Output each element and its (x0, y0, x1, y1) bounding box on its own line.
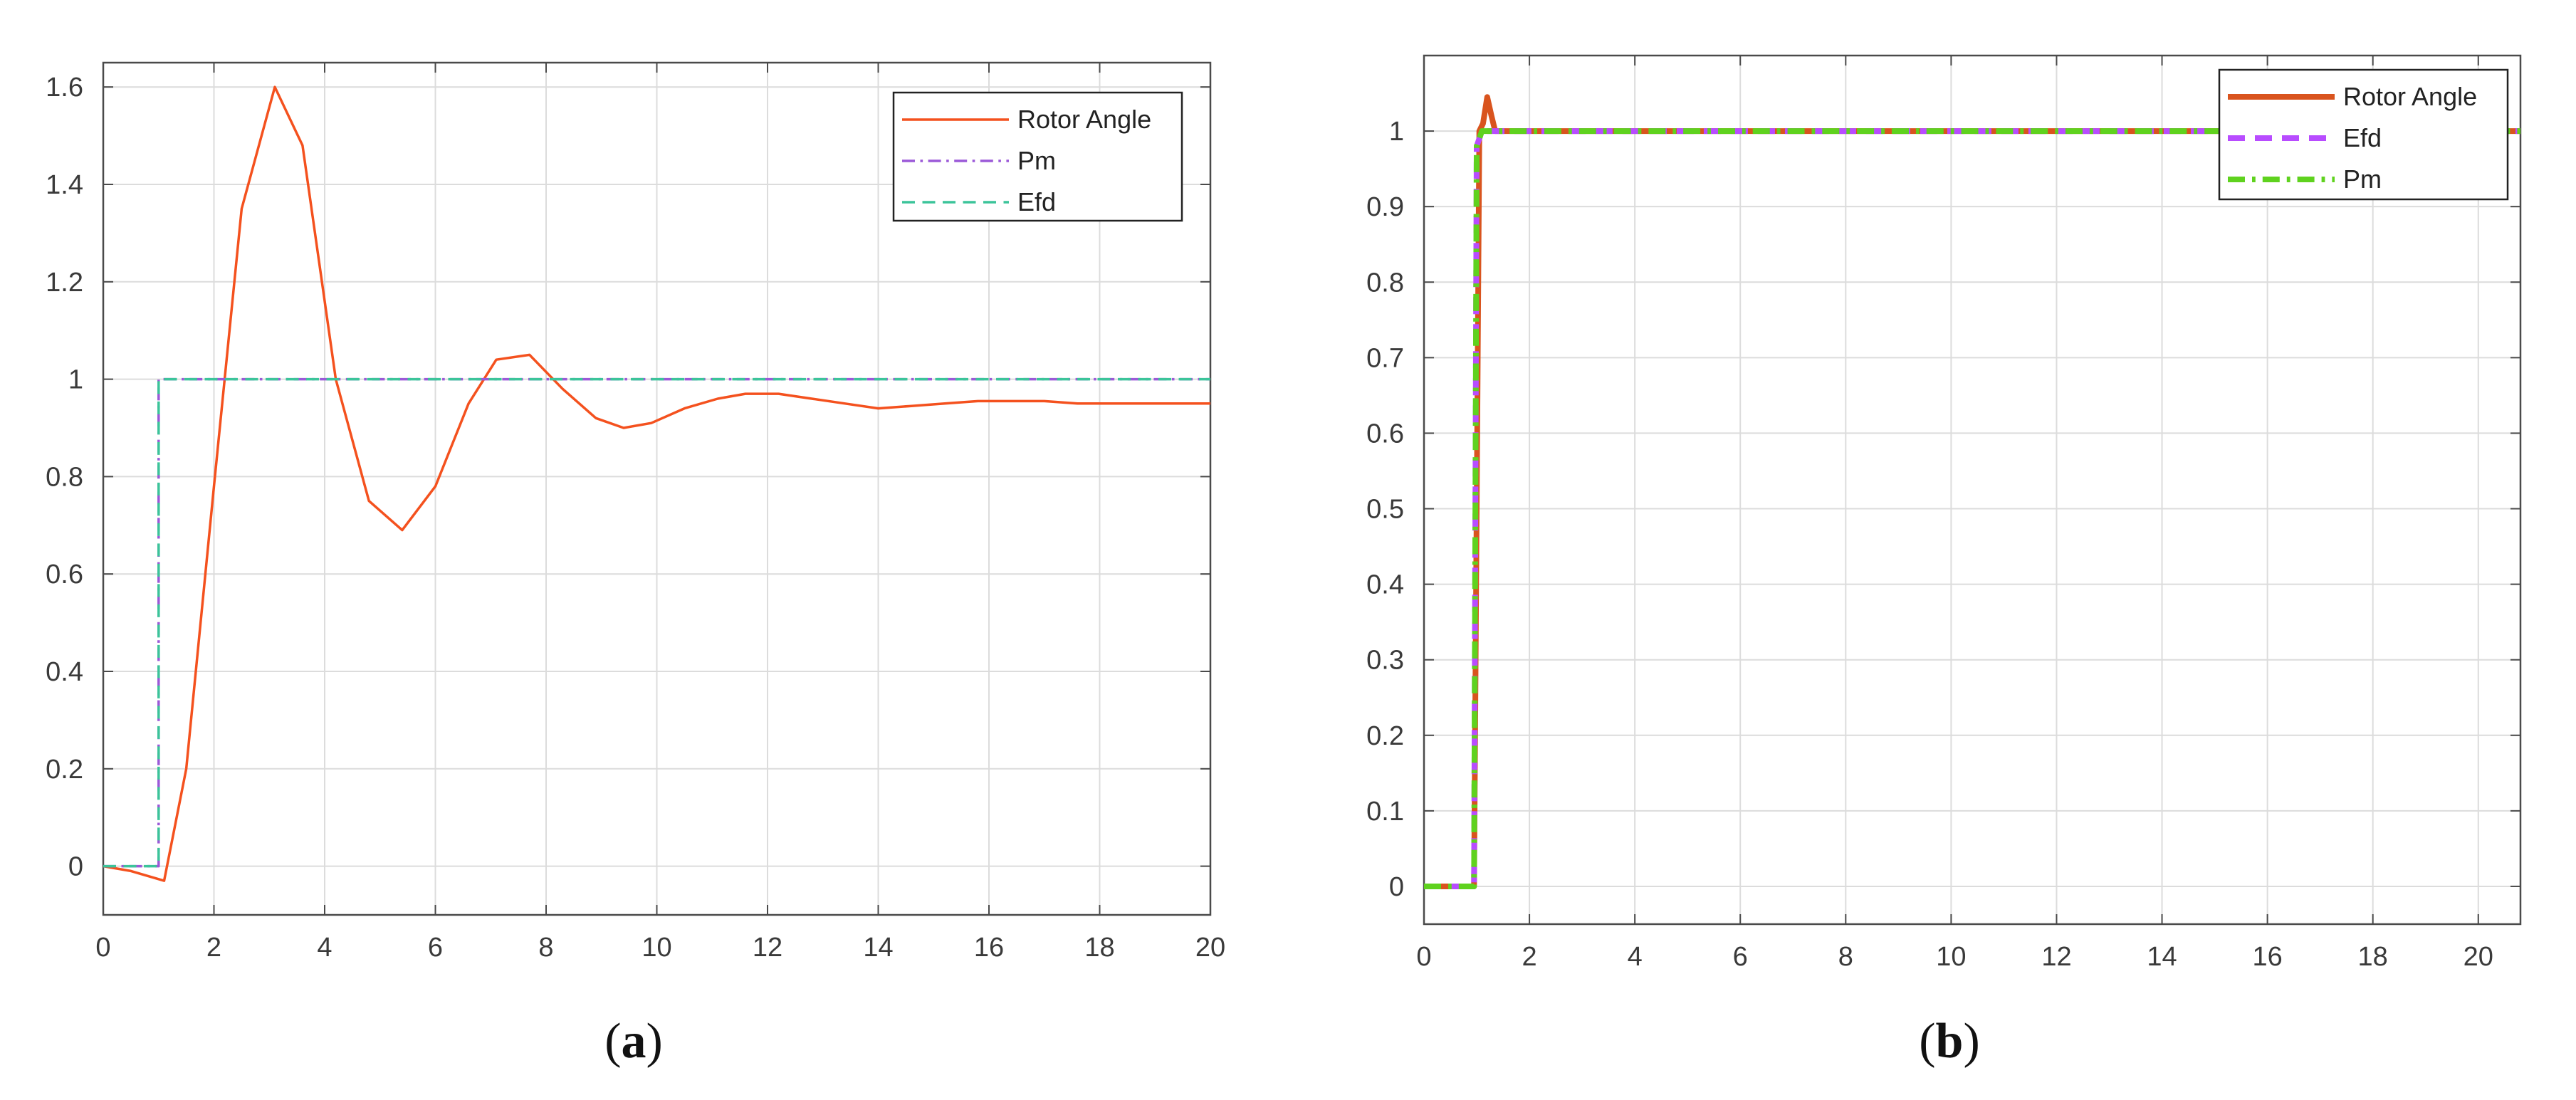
y-tick-label: 0.8 (1366, 268, 1404, 298)
caption-paren-open: ( (604, 1014, 621, 1069)
y-tick-label: 0.3 (1366, 646, 1404, 676)
x-tick-label: 8 (538, 933, 553, 963)
y-tick-label: 0.1 (1366, 797, 1404, 827)
x-tick-label: 6 (428, 933, 443, 963)
legend-label: Rotor Angle (1017, 105, 1151, 134)
x-tick-label: 8 (1838, 942, 1853, 972)
caption-paren-close: ) (1963, 1014, 1979, 1069)
caption-letter: a (622, 1014, 646, 1069)
y-tick-label: 0.4 (1366, 570, 1404, 600)
y-tick-label: 0.2 (1366, 721, 1404, 751)
y-tick-label: 0.5 (1366, 495, 1404, 525)
axes-box (102, 61, 1212, 916)
chart-a: 0 2 4 6 8 10 12 14 16 18 20 0 0.2 0.4 0.6 0.8 1 1.2 1.4 1.6… (46, 61, 1225, 1069)
x-tick-label: 0 (95, 933, 110, 963)
legend-label: Rotor Angle (2343, 82, 2477, 111)
legend: Rotor Angle Efd Pm (2218, 68, 2509, 201)
legend: Rotor Angle Pm Efd (892, 91, 1183, 222)
y-tick-label: 1.2 (46, 268, 83, 298)
x-tick-label: 16 (2252, 942, 2282, 972)
x-tick-label: 6 (1733, 942, 1748, 972)
y-tick-label: 0.6 (1366, 419, 1404, 449)
legend-box (892, 91, 1183, 222)
legend-label: Efd (1017, 187, 1056, 216)
y-tick-label: 1 (68, 365, 83, 395)
y-tick-label: 0.8 (46, 462, 83, 492)
plot-area (1424, 56, 2520, 924)
x-tick-label: 18 (1084, 933, 1114, 963)
y-tick-label: 0.7 (1366, 343, 1404, 373)
y-tick-label: 0.6 (46, 560, 83, 590)
y-tick-label: 0.9 (1366, 192, 1404, 222)
x-tick-label: 18 (2358, 942, 2388, 972)
legend-label: Pm (2343, 164, 2382, 194)
x-tick-label: 16 (974, 933, 1004, 963)
y-tick-label: 0.2 (46, 755, 83, 785)
caption-paren-close: ) (646, 1014, 663, 1069)
x-tick-label: 2 (206, 933, 221, 963)
series-line-rotor-angle (103, 85, 1210, 882)
x-tick-label: 4 (317, 933, 332, 963)
x-tick-label: 4 (1628, 942, 1643, 972)
legend-label: Pm (1017, 146, 1056, 175)
x-tick-label: 14 (863, 933, 893, 963)
x-tick-label: 12 (2041, 942, 2071, 972)
series-line-efd (103, 377, 1210, 868)
x-tick-label: 14 (2147, 942, 2177, 972)
y-tick-label: 0 (68, 852, 83, 882)
caption-paren-open: ( (1919, 1014, 1935, 1069)
series-line-pm (1424, 128, 2520, 889)
figure-caption: (b) (1919, 1014, 1980, 1069)
x-tick-label: 20 (1195, 933, 1225, 963)
x-tick-label: 10 (642, 933, 671, 963)
x-tick-label: 2 (1522, 942, 1537, 972)
axes-box (1423, 54, 2522, 926)
x-tick-label: 20 (2464, 942, 2493, 972)
y-tick-label: 1.6 (46, 73, 83, 103)
y-tick-label: 0 (1389, 872, 1404, 902)
y-tick-label: 0.4 (46, 657, 83, 687)
figure-caption: (a) (604, 1014, 663, 1069)
y-tick-label: 1.4 (46, 170, 83, 200)
x-tick-label: 0 (1416, 942, 1431, 972)
x-tick-label: 10 (1936, 942, 1966, 972)
legend-label: Efd (2343, 123, 2382, 152)
chart-b: 0 2 4 6 8 10 12 14 16 18 20 0 0.1 0.2 0.3 0.4 0.5 0.6 0.7 0… (1366, 54, 2522, 1069)
y-tick-label: 1 (1389, 117, 1404, 147)
x-tick-label: 12 (753, 933, 782, 963)
caption-letter: b (1936, 1014, 1964, 1069)
